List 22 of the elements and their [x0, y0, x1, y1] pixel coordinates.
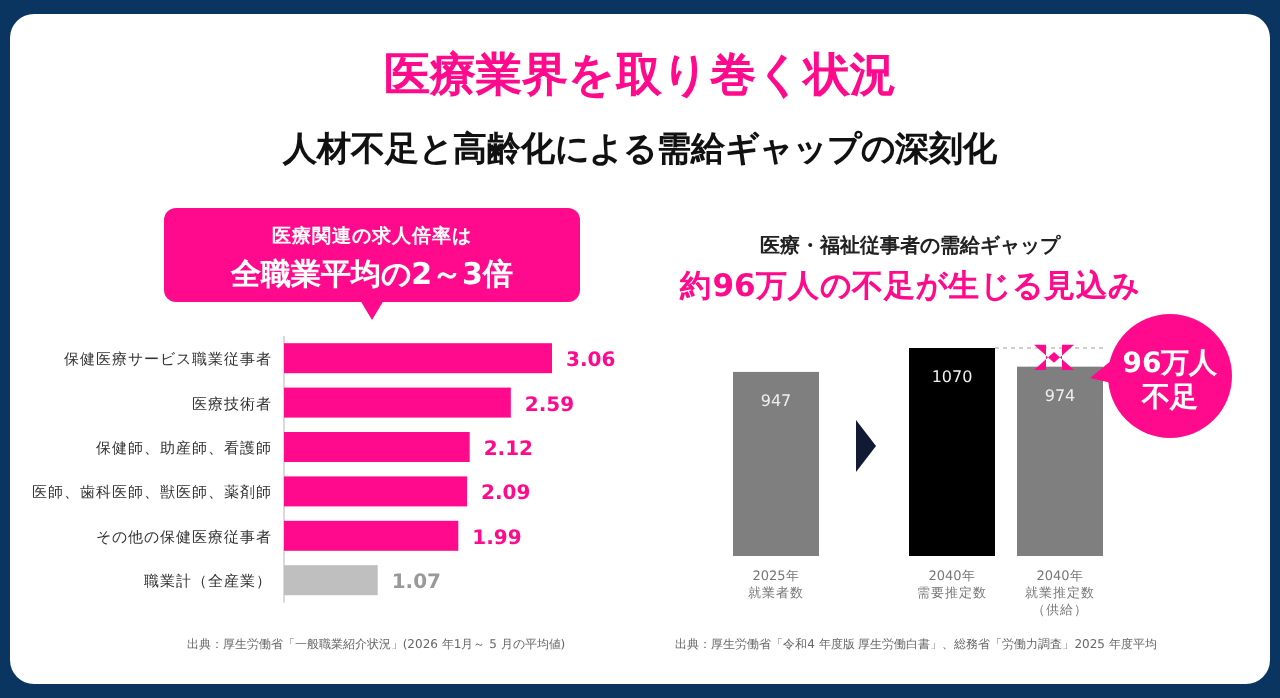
annotation: 96万人不足 — [1122, 348, 1220, 414]
data-label: 1.07 — [391, 572, 442, 595]
chart-title: 医療・福祉従事者の需給ギャップ — [760, 234, 1062, 258]
bar — [284, 476, 468, 507]
data-label: 2.12 — [483, 439, 534, 461]
chart-title: 医療業界を取り巻く状況 — [384, 48, 896, 102]
data-label: 2.09 — [481, 483, 531, 506]
data-label: 3.06 — [566, 350, 616, 373]
bar — [284, 520, 459, 551]
text: 医療関連の求人倍率は — [272, 224, 472, 248]
data-label: 974 — [1044, 386, 1076, 405]
data-label: 947 — [760, 391, 792, 410]
data-label: 1070 — [931, 368, 973, 386]
chart-subtitle: 約96万人の不足が生じる見込み — [678, 268, 1140, 304]
bar — [284, 432, 470, 462]
text: 全職業平均の2～3倍 — [229, 256, 513, 292]
bar — [284, 565, 378, 596]
data-label: 2.59 — [524, 394, 575, 417]
bar — [284, 343, 552, 374]
data-label: 1.99 — [472, 527, 522, 550]
text: 人材不足と高齢化による需給ギャップの深刻化 — [281, 130, 999, 170]
bar — [284, 387, 511, 418]
